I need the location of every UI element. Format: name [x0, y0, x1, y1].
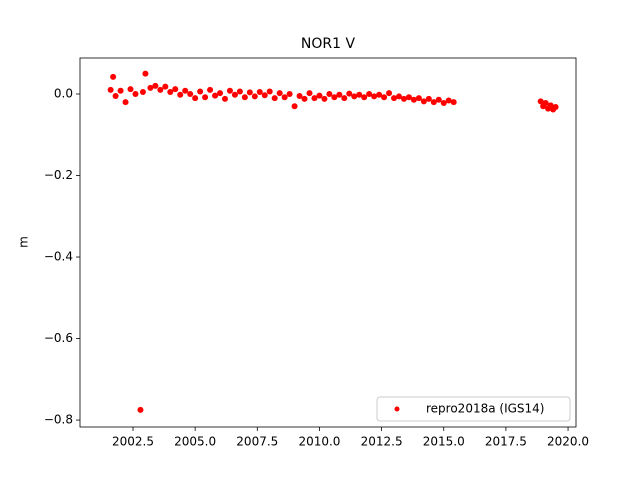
- point: [386, 90, 393, 97]
- point: [162, 83, 169, 90]
- point: [110, 73, 117, 80]
- point: [366, 90, 373, 97]
- point: [276, 90, 283, 97]
- point: [351, 93, 358, 100]
- point: [167, 88, 174, 95]
- y-tick-label: −0.4: [44, 250, 73, 264]
- point: [261, 92, 268, 99]
- point: [212, 92, 219, 99]
- y-tick-label: −0.8: [44, 413, 73, 427]
- y-tick-label: −0.2: [44, 168, 73, 182]
- point: [236, 88, 243, 95]
- point: [112, 93, 119, 100]
- point: [316, 92, 323, 99]
- chart-title: NOR1 V: [301, 36, 356, 52]
- point: [122, 99, 129, 106]
- point: [371, 93, 378, 100]
- point: [142, 70, 149, 77]
- point: [445, 97, 452, 104]
- point: [435, 96, 442, 103]
- point: [251, 93, 258, 100]
- point: [157, 86, 164, 93]
- legend-marker: [394, 406, 400, 412]
- point: [296, 93, 303, 100]
- point: [137, 406, 144, 413]
- point: [376, 91, 383, 98]
- point: [425, 95, 432, 102]
- point: [537, 98, 544, 105]
- x-tick-label: 2017.5: [485, 435, 527, 449]
- point: [415, 95, 422, 102]
- point: [221, 95, 228, 102]
- plot-area: [107, 70, 559, 413]
- x-tick-label: 2005.0: [174, 435, 216, 449]
- point: [301, 95, 308, 102]
- point: [552, 104, 559, 111]
- point: [450, 99, 457, 106]
- point: [117, 87, 124, 94]
- point: [331, 94, 338, 101]
- point: [321, 95, 328, 102]
- point: [391, 95, 398, 102]
- point: [306, 90, 313, 97]
- point: [326, 90, 333, 97]
- y-tick-label: −0.6: [44, 331, 73, 345]
- x-tick-label: 2015.0: [423, 435, 465, 449]
- point: [361, 94, 368, 101]
- point: [152, 82, 159, 89]
- point: [226, 87, 233, 94]
- point: [187, 90, 194, 97]
- point: [256, 88, 263, 95]
- point: [356, 91, 363, 98]
- legend-label: repro2018a (IGS14): [426, 402, 544, 416]
- point: [400, 95, 407, 102]
- axes-frame: [79, 57, 577, 428]
- point: [182, 87, 189, 94]
- point: [336, 91, 343, 98]
- x-tick-label: 2020.0: [547, 435, 589, 449]
- x-tick-label: 2012.5: [361, 435, 403, 449]
- point: [177, 91, 184, 98]
- point: [231, 91, 238, 98]
- point: [207, 86, 214, 93]
- point: [381, 94, 388, 101]
- x-tick-label: 2007.5: [236, 435, 278, 449]
- point: [440, 99, 447, 106]
- x-tick-label: 2010.0: [298, 435, 340, 449]
- point: [281, 94, 288, 101]
- point: [410, 96, 417, 103]
- y-tick-label: 0.0: [54, 86, 73, 100]
- point: [132, 90, 139, 97]
- point: [241, 94, 248, 101]
- point: [271, 95, 278, 102]
- point: [172, 86, 179, 93]
- y-axis-label: m: [17, 236, 31, 248]
- point: [405, 94, 412, 101]
- point: [430, 99, 437, 106]
- point: [202, 94, 209, 101]
- point: [107, 86, 114, 93]
- point: [291, 103, 298, 110]
- point: [420, 98, 427, 105]
- point: [217, 90, 224, 97]
- point: [139, 88, 146, 95]
- legend-box: [376, 396, 571, 422]
- point: [311, 95, 318, 102]
- point: [542, 99, 549, 106]
- point: [246, 89, 253, 96]
- point: [127, 86, 134, 93]
- point: [341, 95, 348, 102]
- point: [147, 84, 154, 91]
- point: [266, 88, 273, 95]
- point: [192, 95, 199, 102]
- point: [346, 90, 353, 97]
- point: [197, 88, 204, 95]
- point: [395, 93, 402, 100]
- x-tick-label: 2002.5: [112, 435, 154, 449]
- point: [286, 90, 293, 97]
